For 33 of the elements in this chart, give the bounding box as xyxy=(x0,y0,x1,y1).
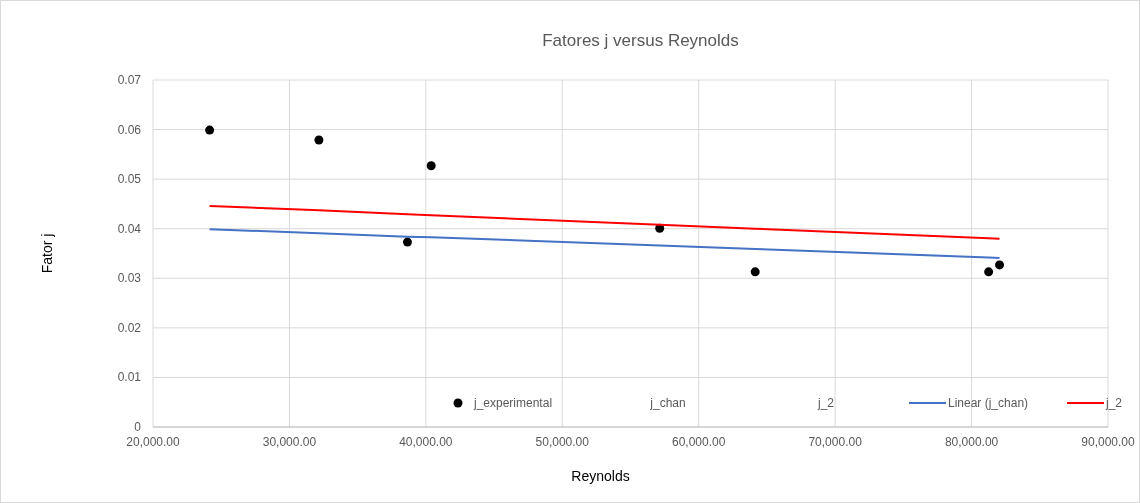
y-axis-title: Fator j xyxy=(39,233,55,274)
x-tick-label: 80,000.00 xyxy=(944,435,999,449)
y-tick-label: 0.03 xyxy=(117,271,142,286)
x-axis-title: Reynolds xyxy=(571,468,630,484)
legend-label: j_2 xyxy=(1105,396,1123,410)
chart-title: Fatores j versus Reynolds xyxy=(542,31,739,50)
x-tick-label: 30,000.00 xyxy=(262,435,317,449)
y-tick-label: 0.07 xyxy=(117,73,142,87)
y-tick-label: 0.04 xyxy=(117,221,142,236)
point xyxy=(314,135,324,145)
text: j_2 xyxy=(816,396,835,410)
x-tick-label: 90,000.00 xyxy=(1081,435,1136,449)
legend-label: Linear (j_chan) xyxy=(948,396,1029,410)
y-tick-label: 0 xyxy=(134,420,142,434)
line-series xyxy=(208,228,1001,259)
point xyxy=(205,125,215,135)
point xyxy=(984,267,994,277)
point xyxy=(750,267,760,277)
y-tick-label: 0.05 xyxy=(117,172,142,187)
x-tick-label: 40,000.00 xyxy=(399,435,453,449)
point xyxy=(402,237,412,247)
legend-label: j_experimental xyxy=(473,396,553,410)
x-tick-label: 20,000.00 xyxy=(126,435,181,449)
text: j_chan xyxy=(649,396,686,410)
line-series xyxy=(208,204,1001,240)
y-tick-label: 0.01 xyxy=(117,370,142,385)
x-tick-label: 60,000.00 xyxy=(672,435,726,449)
x-tick-label: 50,000.00 xyxy=(535,435,590,449)
y-tick-label: 0.06 xyxy=(117,122,142,137)
x-tick-label: 70,000.00 xyxy=(808,435,863,449)
point xyxy=(995,260,1005,270)
point xyxy=(426,161,436,171)
y-tick-label: 0.02 xyxy=(117,320,142,335)
